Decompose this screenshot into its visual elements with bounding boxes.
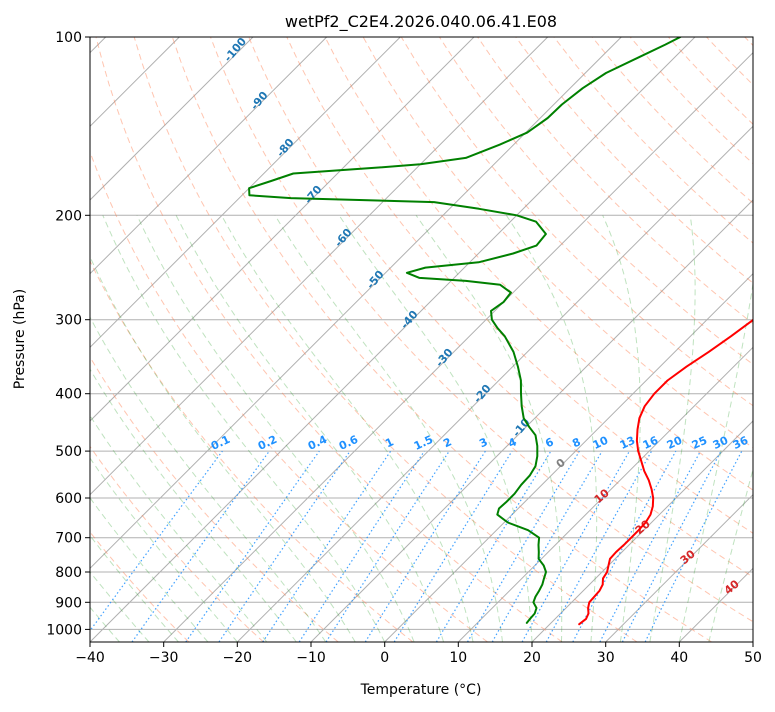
x-tick-label: 50 (744, 650, 762, 666)
x-tick-label: −20 (223, 650, 253, 666)
y-tick-label: 900 (55, 595, 82, 611)
y-tick-label: 400 (55, 387, 82, 403)
y-axis-label: Pressure (hPa) (12, 289, 28, 389)
x-tick-label: 30 (597, 650, 615, 666)
y-tick-label: 100 (55, 30, 82, 46)
y-tick-label: 600 (55, 491, 82, 507)
y-tick-label: 200 (55, 208, 82, 224)
y-tick-label: 500 (55, 444, 82, 460)
x-tick-label: −10 (296, 650, 326, 666)
x-tick-label: 10 (449, 650, 467, 666)
y-tick-label: 300 (55, 313, 82, 329)
y-tick-label: 1000 (46, 622, 82, 638)
x-tick-label: 40 (670, 650, 688, 666)
x-tick-label: −30 (149, 650, 179, 666)
y-tick-label: 800 (55, 565, 82, 581)
y-tick-label: 700 (55, 531, 82, 547)
x-tick-label: 20 (523, 650, 541, 666)
x-tick-label: −40 (75, 650, 105, 666)
x-axis-label: Temperature (°C) (360, 682, 482, 698)
chart-title: wetPf2_C2E4.2026.040.06.41.E08 (285, 12, 557, 32)
x-tick-label: 0 (380, 650, 389, 666)
